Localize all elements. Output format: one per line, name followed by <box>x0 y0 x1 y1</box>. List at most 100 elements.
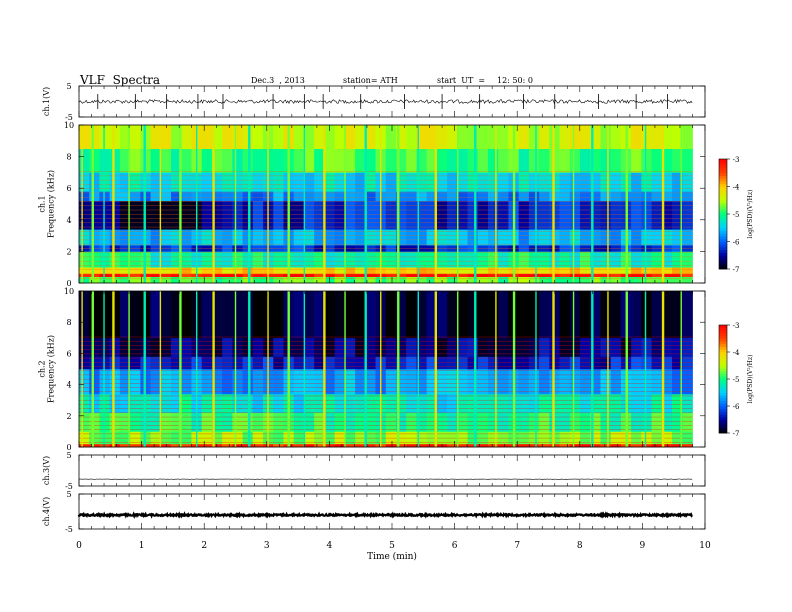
sp2-cell <box>314 337 325 357</box>
sp1-cell <box>498 229 509 246</box>
sp1-cell <box>651 276 663 284</box>
sp1-cell <box>130 125 141 149</box>
sp1-cell <box>477 148 489 173</box>
sp1-cell <box>467 229 479 246</box>
sp1-cell <box>314 229 325 246</box>
sp2-cell <box>600 412 612 432</box>
sp2-x-ticks <box>78 291 706 447</box>
sp1-cell <box>334 172 346 192</box>
sp2-cell <box>79 337 90 357</box>
sp2-cell <box>436 412 448 432</box>
sp1-cell <box>487 273 499 277</box>
sp2-cell <box>130 393 141 413</box>
sp1-cell <box>171 229 182 246</box>
sp1-cell <box>682 267 693 274</box>
sp1-cell <box>600 148 612 173</box>
sp2-cell <box>109 356 121 370</box>
sp1-cell <box>119 125 131 149</box>
sp1-cell <box>590 191 601 202</box>
sp1-cell <box>682 148 693 173</box>
sp2-cell <box>559 412 571 432</box>
sp1-cell <box>273 148 284 173</box>
sp1-cell <box>672 273 683 277</box>
sp1-cell <box>661 251 673 268</box>
sp1-cell <box>661 229 673 246</box>
sp1-cell <box>160 200 172 230</box>
sp2-cell <box>211 412 223 432</box>
sp2-cell <box>539 369 550 395</box>
sp1-cell <box>365 125 376 149</box>
sp2-cell <box>109 412 121 432</box>
sp1-cell <box>682 251 693 268</box>
sp2-cell <box>273 412 284 432</box>
sp2-cell <box>232 369 243 395</box>
colorbar-tick-label: -7 <box>733 266 740 274</box>
sp1-cell <box>416 191 428 202</box>
sp1-cell <box>672 172 683 192</box>
sp1-cell <box>580 229 591 246</box>
sp1-cell <box>395 191 407 202</box>
sp1-cell <box>160 148 172 173</box>
sp2-cell <box>406 291 417 339</box>
sp1-cell <box>293 273 305 277</box>
sp1-cell <box>171 148 182 173</box>
colorbar-swatch <box>719 381 727 385</box>
sp2-colorbar: -3 -4 -5 -6 -7 log(PSD)(V²/Hz) <box>718 322 754 438</box>
sp2-cell <box>518 356 530 370</box>
sp1-cell <box>201 251 213 268</box>
sp1-cell <box>211 200 223 230</box>
sp2-cell <box>344 412 356 432</box>
sp1-cell <box>334 200 346 230</box>
sp1-cell <box>293 229 305 246</box>
sp1-cell <box>160 125 172 149</box>
sp1-cell <box>171 251 182 268</box>
sp2-cell <box>160 412 172 432</box>
sp2-cell <box>79 393 90 413</box>
sp1-cell <box>416 125 428 149</box>
sp2-cell <box>457 337 468 357</box>
sp1-cell <box>559 267 571 274</box>
sp2-cell <box>201 431 213 445</box>
colorbar-swatch <box>719 360 727 364</box>
y-tick-label: 10 <box>64 121 74 130</box>
sp1-cell <box>395 276 407 284</box>
sp2-cell <box>467 337 479 357</box>
colorbar-swatch <box>719 194 727 198</box>
sp1-cell <box>610 251 622 268</box>
sp2-cell <box>334 393 346 413</box>
sp1-cell <box>436 200 448 230</box>
sp1-cell <box>528 172 540 192</box>
sp1-cell <box>324 276 336 284</box>
sp2-cell <box>590 393 601 413</box>
sp2-cell <box>661 443 673 448</box>
sp2-cell <box>89 412 100 432</box>
sp1-cell <box>99 148 111 173</box>
sp2-cell <box>406 369 417 395</box>
sp1-cell <box>682 273 693 277</box>
sp2-cell <box>201 369 213 395</box>
ch4-y-ticks: 5 -5 <box>65 490 705 534</box>
sp2-cell <box>682 412 693 432</box>
sp1-cell <box>89 125 100 149</box>
sp1-cell <box>355 191 366 202</box>
sp2-cell <box>160 369 172 395</box>
sp2-cell <box>385 412 397 432</box>
colorbar-swatch <box>719 416 727 420</box>
sp2-cell <box>426 412 438 432</box>
sp1-cell <box>89 267 100 274</box>
sp1-cell <box>682 276 693 284</box>
x-tick-label: 6 <box>452 541 458 551</box>
sp1-cell <box>661 200 673 230</box>
sp1-cell <box>672 267 683 274</box>
sp1-cell <box>130 276 141 284</box>
sp1-cell <box>303 273 315 277</box>
sp1-cell <box>610 267 622 274</box>
sp1-cell <box>252 229 264 246</box>
sp1-cell <box>467 148 479 173</box>
sp1-cell <box>99 191 111 202</box>
sp1-cell <box>119 200 131 230</box>
x-tick-label: 10 <box>699 541 711 551</box>
sp1-cell <box>201 191 213 202</box>
ch4-line <box>77 511 693 520</box>
sp1-cell <box>651 148 663 173</box>
